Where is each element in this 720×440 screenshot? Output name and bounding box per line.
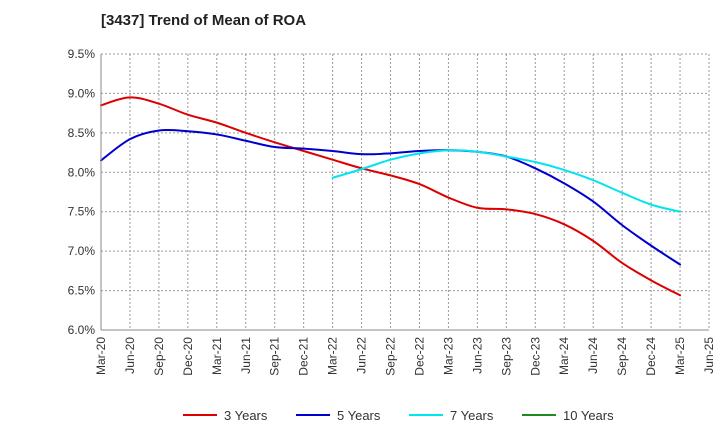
x-tick-label: Jun-23	[470, 337, 484, 374]
series-line-7-years	[331, 149, 682, 213]
y-tick-label: 6.0%	[68, 323, 96, 337]
x-tick-label: Jun-22	[355, 337, 369, 374]
x-tick-label: Sep-24	[615, 337, 629, 376]
plot-background	[101, 54, 709, 330]
y-axis-tick-labels: 6.0% 6.5% 7.0% 7.5% 8.0% 8.5% 9.0% 9.5%	[68, 47, 96, 337]
x-tick-label: Dec-20	[181, 337, 195, 376]
series-line-3-years	[100, 96, 682, 297]
x-tick-label: Sep-22	[384, 337, 398, 376]
plot-area	[101, 54, 709, 330]
x-tick-label: Sep-23	[499, 337, 513, 376]
series-lines	[100, 96, 682, 297]
chart-title: [3437] Trend of Mean of ROA	[101, 12, 307, 29]
legend-label-10-years: 10 Years	[563, 408, 614, 423]
x-tick-label: Mar-20	[94, 337, 108, 375]
x-tick-label: Mar-25	[673, 337, 687, 375]
y-tick-label: 7.5%	[68, 205, 96, 219]
x-tick-label: Sep-20	[152, 337, 166, 376]
legend-label-7-years: 7 Years	[450, 408, 494, 423]
axes	[100, 54, 709, 331]
y-tick-label: 7.0%	[68, 244, 96, 258]
legend-label-3-years: 3 Years	[224, 408, 268, 423]
x-tick-label: Jun-24	[586, 337, 600, 374]
x-axis-tick-labels: Mar-20 Jun-20 Sep-20 Dec-20 Mar-21 Jun-21 Sep-…	[94, 337, 716, 376]
legend: 3 Years 5 Years 7 Years 10 Years	[183, 408, 614, 423]
series-line-5-years	[100, 128, 682, 266]
x-tick-label: Mar-24	[557, 337, 571, 375]
x-tick-label: Jun-21	[239, 337, 253, 374]
x-tick-label: Dec-21	[297, 337, 311, 376]
x-tick-label: Jun-25	[702, 337, 716, 374]
y-tick-label: 9.0%	[68, 86, 96, 100]
x-tick-label: Dec-24	[644, 337, 658, 376]
x-tick-label: Mar-23	[441, 337, 455, 375]
y-tick-label: 8.5%	[68, 126, 96, 140]
y-tick-label: 6.5%	[68, 284, 96, 298]
y-tick-label: 8.0%	[68, 165, 96, 179]
x-tick-label: Mar-22	[326, 337, 340, 375]
legend-label-5-years: 5 Years	[337, 408, 381, 423]
y-tick-label: 9.5%	[68, 47, 96, 61]
x-tick-label: Jun-20	[123, 337, 137, 374]
x-tick-label: Mar-21	[210, 337, 224, 375]
x-tick-label: Sep-21	[268, 337, 282, 376]
x-tick-label: Dec-22	[412, 337, 426, 376]
x-tick-label: Dec-23	[528, 337, 542, 376]
